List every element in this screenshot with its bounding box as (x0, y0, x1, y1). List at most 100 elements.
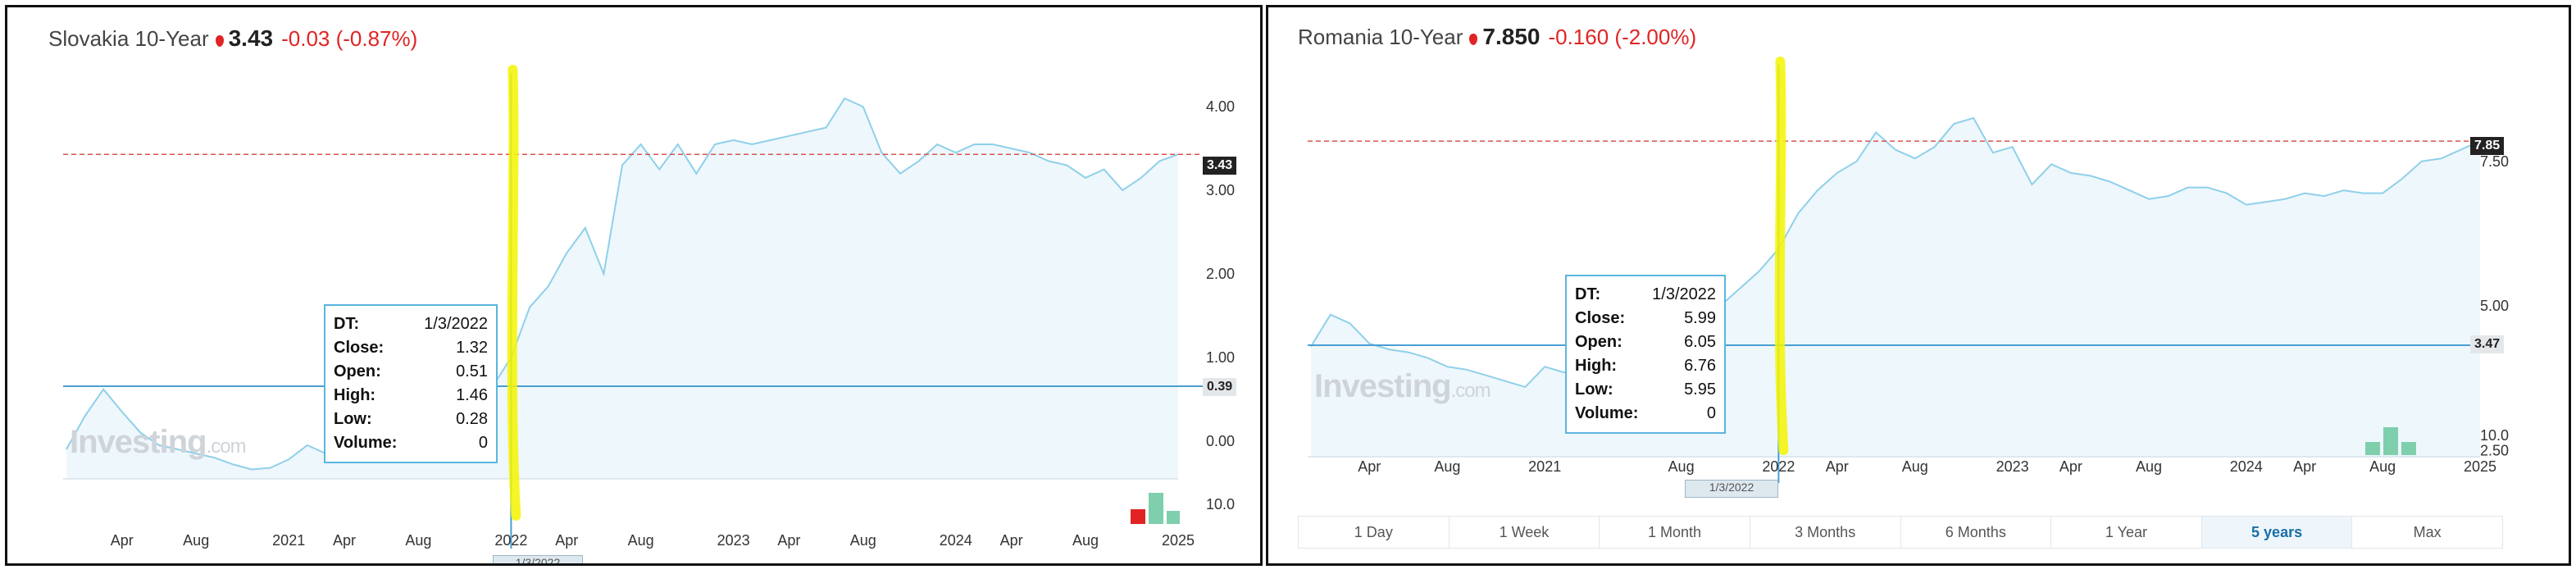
x-tick-label: Aug (2369, 458, 2396, 475)
price-change: -0.03 (-0.87%) (281, 26, 418, 51)
x-tick-label: 2021 (272, 532, 305, 549)
tooltip-value: 0.28 (456, 410, 488, 428)
tooltip-value: 1/3/2022 (1652, 285, 1716, 303)
tooltip-value: 5.95 (1684, 380, 1716, 399)
x-tick-label: Aug (1434, 458, 1460, 475)
tab-1-week[interactable]: 1 Week (1450, 517, 1600, 548)
x-tick-label: Apr (1826, 458, 1849, 475)
instrument-name[interactable]: Romania 10-Year (1298, 25, 1463, 49)
tooltip-row: High: 1.46 (334, 384, 488, 408)
x-tick-label: Apr (333, 532, 356, 549)
volume-bar (1167, 511, 1180, 524)
tooltip-key: Volume: (1575, 404, 1639, 422)
slovakia-price-chart[interactable]: 4.00 3.00 2.00 1.00 0.00 10.0 Apr Aug 2021 Apr Aug… (7, 7, 1263, 566)
x-tick-label: 2024 (2230, 458, 2263, 475)
volume-bar (2365, 442, 2380, 455)
x-tick-label: Aug (850, 532, 876, 549)
x-tick-label: 2025 (2464, 458, 2496, 475)
tooltip-row: Volume: 0 (1575, 402, 1716, 426)
tooltip-row: Open: 0.51 (334, 360, 488, 384)
tooltip-key: Open: (334, 362, 381, 380)
tooltip-row: DT: 1/3/2022 (1575, 283, 1716, 307)
level-badge: 3.47 (2470, 335, 2505, 353)
tooltip-key: DT: (334, 315, 360, 333)
last-price: 3.43 (228, 25, 274, 51)
tooltip-row: Volume: 0 (334, 431, 488, 455)
slovakia-chart-panel: Slovakia 10-Year 3.43 -0.03 (-0.87%) 4.00 3… (5, 5, 1263, 566)
y-tick-label: 5.00 (2480, 298, 2509, 314)
price-change: -0.160 (-2.00%) (1548, 25, 1697, 49)
down-arrow-icon (215, 35, 224, 47)
tooltip-row: Low: 5.95 (1575, 378, 1716, 402)
tooltip-row: Close: 5.99 (1575, 307, 1716, 330)
tooltip-value: 0 (478, 434, 488, 452)
price-line (1310, 116, 2481, 389)
x-tick-label: 2025 (1162, 532, 1195, 549)
x-tick-label: 2022 (1762, 458, 1795, 475)
volume-bar (2401, 442, 2416, 455)
tooltip-value: 1.32 (456, 339, 488, 357)
tab-1-year[interactable]: 1 Year (2051, 517, 2202, 548)
chart-header: Romania 10-Year 7.850 -0.160 (-2.00%) (1298, 24, 1696, 50)
x-tick-label: 2023 (1996, 458, 2029, 475)
x-tick-label: Aug (405, 532, 431, 549)
x-tick-label: 2021 (1528, 458, 1561, 475)
tooltip-key: High: (1575, 357, 1618, 375)
tooltip-key: Open: (1575, 333, 1623, 351)
tooltip-value: 1/3/2022 (424, 315, 488, 333)
instrument-name[interactable]: Slovakia 10-Year (48, 26, 209, 51)
x-tick-label: Aug (1072, 532, 1099, 549)
tab-3-months[interactable]: 3 Months (1750, 517, 1901, 548)
investing-watermark: Investing.com (1314, 368, 1491, 404)
x-tick-label: Apr (777, 532, 800, 549)
data-tooltip: DT: 1/3/2022 Close: 1.32 Open: 0.51 High: 1.46 L… (324, 304, 498, 463)
x-tick-label: 2022 (494, 532, 527, 549)
tooltip-row: Close: 1.32 (334, 336, 488, 360)
tooltip-key: Volume: (334, 434, 398, 452)
tooltip-value: 0 (1706, 404, 1716, 422)
tooltip-key: Low: (334, 410, 372, 428)
tooltip-value: 0.51 (456, 362, 488, 380)
y-tick-label: 2.00 (1206, 266, 1235, 282)
volume-bar (1149, 493, 1163, 524)
crosshair-date-label: 1/3/2022 (493, 555, 583, 563)
current-price-badge: 7.85 (2470, 137, 2505, 155)
tooltip-key: Close: (334, 339, 385, 357)
tab-max[interactable]: Max (2413, 524, 2442, 540)
y-tick-label: 0.00 (1206, 433, 1235, 449)
tooltip-value: 1.46 (456, 386, 488, 404)
chart-header: Slovakia 10-Year 3.43 -0.03 (-0.87%) (48, 25, 417, 52)
tooltip-row: Low: 0.28 (334, 408, 488, 431)
x-tick-label: Apr (2059, 458, 2082, 475)
x-tick-label: Aug (628, 532, 654, 549)
y-tick-label: 4.00 (1206, 98, 1235, 115)
tooltip-row: Open: 6.05 (1575, 330, 1716, 354)
level-badge: 0.39 (1203, 378, 1237, 396)
tab-6-months[interactable]: 6 Months (1901, 517, 2052, 548)
volume-bar (2383, 427, 2398, 455)
highlighter-mark (1774, 57, 1789, 455)
time-range-tabs: 1 Day 1 Week 1 Month 3 Months 6 Months 1 Year… (1298, 516, 2503, 549)
down-arrow-icon (1469, 34, 1478, 45)
x-tick-label: Apr (111, 532, 134, 549)
data-tooltip: DT: 1/3/2022 Close: 5.99 Open: 6.05 High: 6.76 L… (1565, 275, 1726, 434)
y-tick-label: 2.50 (2480, 443, 2509, 459)
tooltip-key: Low: (1575, 380, 1613, 399)
x-tick-label: Aug (183, 532, 209, 549)
tooltip-value: 5.99 (1684, 309, 1716, 327)
tooltip-value: 6.76 (1684, 357, 1716, 375)
tab-1-day[interactable]: 1 Day (1299, 517, 1450, 548)
volume-tick-label: 10.0 (2480, 427, 2509, 444)
x-tick-label: 2023 (717, 532, 750, 549)
y-tick-label: 7.50 (2480, 153, 2509, 170)
x-tick-label: Apr (555, 532, 578, 549)
current-price-badge: 3.43 (1203, 157, 1237, 175)
tab-5-years[interactable]: 5 years (2201, 517, 2353, 548)
x-tick-label: Aug (2136, 458, 2162, 475)
tooltip-key: Close: (1575, 309, 1626, 327)
crosshair-date-label: 1/3/2022 (1685, 480, 1778, 498)
tab-1-month[interactable]: 1 Month (1600, 517, 1750, 548)
price-line (66, 97, 1179, 471)
tooltip-key: DT: (1575, 285, 1601, 303)
